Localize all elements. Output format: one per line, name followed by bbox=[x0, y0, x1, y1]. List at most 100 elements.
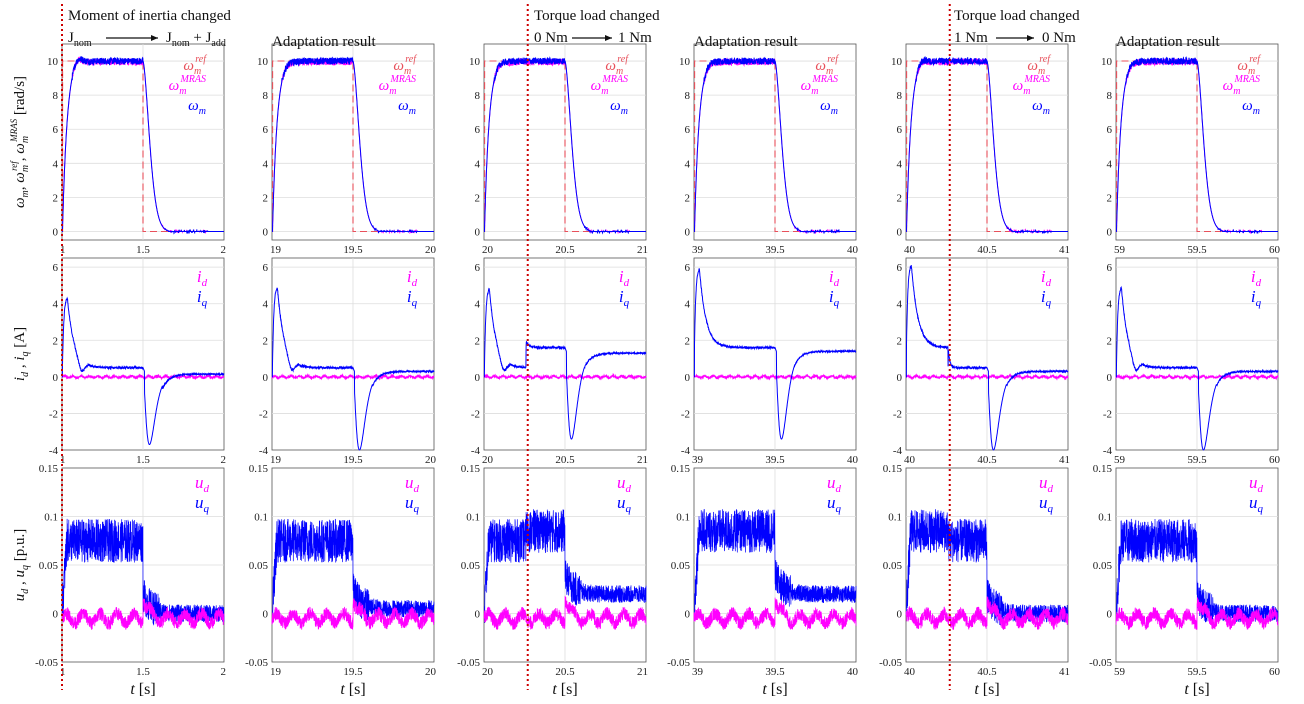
x-tick-label: 40.5 bbox=[977, 244, 997, 256]
arrow-head bbox=[605, 35, 612, 41]
y-tick-label: 4 bbox=[1107, 299, 1113, 311]
legend-entry: ud bbox=[827, 473, 842, 495]
y-tick-label: 6 bbox=[1107, 124, 1113, 136]
series-omega-m bbox=[271, 56, 434, 234]
adaptation-result-label: Adaptation result bbox=[1116, 34, 1221, 50]
series-id bbox=[61, 372, 225, 381]
legend-entry: ωmref bbox=[183, 54, 207, 77]
y-tick-label: 0.05 bbox=[39, 560, 59, 572]
series-id bbox=[905, 373, 1069, 381]
x-tick-label: 60 bbox=[1269, 454, 1281, 466]
legend-entry: uq bbox=[405, 493, 420, 515]
y-tick-label: 4 bbox=[1107, 158, 1113, 170]
y-tick-label: -4 bbox=[259, 445, 269, 457]
y-tick-label: 2 bbox=[685, 335, 691, 347]
x-tick-label: 21 bbox=[637, 666, 648, 678]
adaptation-result-label: Adaptation result bbox=[272, 34, 377, 50]
y-tick-label: -2 bbox=[259, 408, 268, 420]
y-tick-label: 10 bbox=[47, 56, 59, 68]
y-tick-label: 2 bbox=[53, 335, 59, 347]
x-tick-label: 1.5 bbox=[136, 666, 150, 678]
x-axis-label: t [s] bbox=[1184, 681, 1209, 698]
series-omega-m bbox=[905, 55, 1068, 234]
series-id bbox=[1115, 373, 1279, 381]
legend-entry: uq bbox=[1249, 493, 1264, 515]
x-tick-label: 21 bbox=[637, 454, 648, 466]
series-iq bbox=[483, 287, 647, 440]
y-tick-label: 0 bbox=[263, 609, 269, 621]
y-tick-label: 6 bbox=[475, 124, 481, 136]
x-tick-label: 60 bbox=[1269, 244, 1281, 256]
y-tick-label: 4 bbox=[53, 158, 59, 170]
y-tick-label: -0.05 bbox=[35, 657, 58, 669]
y-tick-label: 6 bbox=[685, 124, 691, 136]
y-tick-label: 0 bbox=[897, 226, 903, 238]
legend-entry: ωmMRAS bbox=[591, 74, 628, 97]
series-ud bbox=[271, 598, 435, 630]
series-uq bbox=[62, 518, 225, 626]
x-tick-label: 40.5 bbox=[977, 454, 997, 466]
y-tick-label: 10 bbox=[257, 56, 269, 68]
x-tick-label: 40 bbox=[904, 244, 916, 256]
y-tick-label: -2 bbox=[681, 408, 690, 420]
y-tick-label: 2 bbox=[1107, 335, 1113, 347]
y-tick-label: 0.1 bbox=[888, 512, 902, 524]
legend-entry: uq bbox=[1039, 493, 1054, 515]
x-tick-label: 19.5 bbox=[343, 244, 363, 256]
y-tick-label: -4 bbox=[49, 445, 59, 457]
y-tick-label: 0.15 bbox=[461, 463, 481, 475]
y-tick-label: -0.05 bbox=[245, 657, 268, 669]
annotation-to: Jnom + Jadd bbox=[166, 30, 226, 49]
legend-entry: ωm bbox=[398, 98, 416, 117]
annotation-torque-1: Torque load changed 0 Nm 1 Nm bbox=[534, 8, 660, 46]
y-tick-label: 6 bbox=[685, 262, 691, 274]
y-tick-label: 2 bbox=[1107, 192, 1113, 204]
y-tick-label: 2 bbox=[263, 192, 269, 204]
y-tick-label: 8 bbox=[475, 90, 481, 102]
annotation-title: Torque load changed bbox=[534, 8, 660, 24]
y-axis-label-current: id , iq [A] bbox=[12, 327, 31, 381]
x-tick-label: 20 bbox=[425, 666, 437, 678]
y-tick-label: 6 bbox=[263, 124, 269, 136]
y-tick-label: 8 bbox=[263, 90, 269, 102]
legend-entry: iq bbox=[1041, 287, 1052, 309]
x-tick-label: 20 bbox=[482, 244, 494, 256]
series-omega-m bbox=[1115, 56, 1278, 234]
y-axis-label-speed: ωm, ωmref, ωmMRAS [rad/s] bbox=[9, 76, 31, 208]
series-ud bbox=[693, 597, 857, 630]
legend-entry: ud bbox=[1249, 473, 1264, 495]
y-tick-label: 0.1 bbox=[254, 512, 268, 524]
y-tick-label: 0.15 bbox=[671, 463, 691, 475]
x-tick-label: 40 bbox=[904, 666, 916, 678]
y-tick-label: 0 bbox=[53, 372, 59, 384]
series-iq bbox=[271, 287, 435, 451]
legend-entry: iq bbox=[829, 287, 840, 309]
x-tick-label: 40 bbox=[847, 454, 859, 466]
legend-entry: ωmMRAS bbox=[379, 74, 416, 97]
series-uq bbox=[694, 509, 857, 621]
x-tick-label: 20 bbox=[425, 244, 437, 256]
y-tick-label: 2 bbox=[475, 192, 481, 204]
y-tick-label: 2 bbox=[263, 335, 269, 347]
y-tick-label: 0 bbox=[53, 609, 59, 621]
y-tick-label: 0.05 bbox=[461, 560, 481, 572]
y-tick-label: 0 bbox=[685, 372, 691, 384]
y-tick-label: 6 bbox=[53, 124, 59, 136]
annotation-from: 1 Nm bbox=[954, 30, 988, 46]
y-tick-label: -4 bbox=[681, 445, 691, 457]
y-tick-label: 4 bbox=[897, 158, 903, 170]
legend-entry: uq bbox=[617, 493, 632, 515]
y-tick-label: -2 bbox=[471, 408, 480, 420]
y-tick-label: 6 bbox=[475, 262, 481, 274]
series-iq bbox=[1115, 285, 1279, 451]
x-tick-label: 39 bbox=[692, 666, 704, 678]
y-tick-label: 6 bbox=[53, 262, 59, 274]
legend-entry: uq bbox=[827, 493, 842, 515]
series-id bbox=[271, 373, 435, 381]
y-tick-label: 8 bbox=[53, 90, 59, 102]
